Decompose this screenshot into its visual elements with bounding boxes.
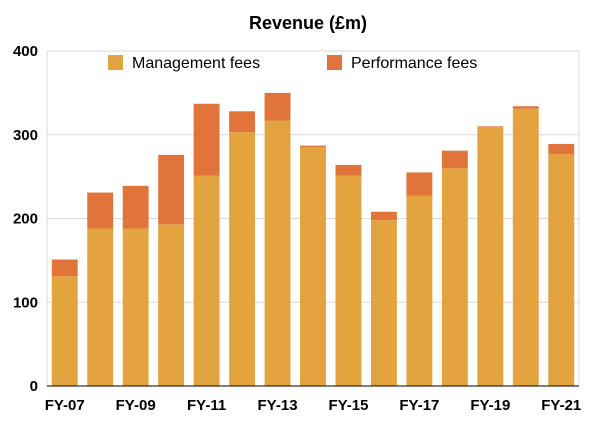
bar-performance-fees-fy-13: [264, 92, 291, 121]
bar-management-fees-fy-21: [548, 154, 575, 386]
bar-management-fees-fy-20: [512, 108, 539, 386]
legend: Management fees Performance fees: [108, 55, 477, 72]
y-tick-label: 400: [13, 43, 38, 60]
x-tick-label: FY-11: [187, 397, 226, 414]
y-axis: 0 100 200 300 400: [13, 43, 38, 395]
bar-performance-fees-fy-07: [51, 259, 78, 277]
bar-performance-fees-fy-16: [370, 211, 397, 221]
bar-management-fees-fy-10: [158, 224, 185, 386]
x-tick-label: FY-09: [116, 397, 156, 414]
bar-management-fees-fy-09: [122, 228, 149, 386]
bar-performance-fees-fy-17: [406, 172, 433, 196]
bar-performance-fees-fy-11: [193, 103, 220, 176]
bar-performance-fees-fy-09: [122, 185, 149, 229]
x-tick-label: FY-21: [541, 397, 581, 414]
bar-management-fees-fy-18: [441, 168, 468, 386]
bar-management-fees-fy-16: [370, 220, 397, 386]
legend-label: Performance fees: [351, 55, 477, 72]
bar-management-fees-fy-11: [193, 175, 220, 386]
bar-management-fees-fy-15: [335, 175, 362, 386]
x-tick-label: FY-13: [258, 397, 298, 414]
legend-swatch: [108, 55, 123, 70]
bar-performance-fees-fy-15: [335, 164, 362, 176]
chart-title: Revenue (£m): [249, 13, 367, 33]
bar-performance-fees-fy-12: [229, 111, 256, 133]
bar-management-fees-fy-08: [87, 228, 114, 386]
legend-swatch: [327, 55, 342, 70]
bar-performance-fees-fy-18: [441, 150, 468, 169]
bar-management-fees-fy-07: [51, 276, 78, 386]
x-tick-label: FY-17: [399, 397, 439, 414]
bar-management-fees-fy-13: [264, 120, 291, 386]
bar-management-fees-fy-17: [406, 195, 433, 386]
bar-management-fees-fy-19: [477, 127, 504, 387]
bars: [51, 92, 575, 387]
y-tick-label: 200: [13, 211, 38, 228]
bar-performance-fees-fy-14: [300, 145, 326, 148]
bar-performance-fees-fy-19: [477, 126, 504, 128]
bar-management-fees-fy-12: [229, 132, 256, 386]
x-tick-label: FY-07: [45, 397, 85, 414]
y-tick-label: 300: [13, 127, 38, 144]
x-axis: FY-07 FY-09 FY-11 FY-13 FY-15 FY-17 FY-19 FY-21: [45, 397, 582, 414]
x-tick-label: FY-19: [470, 397, 510, 414]
y-tick-label: 100: [13, 294, 38, 311]
bar-performance-fees-fy-08: [87, 192, 114, 229]
x-tick-label: FY-15: [328, 397, 368, 414]
bar-performance-fees-fy-20: [512, 106, 539, 109]
legend-label: Management fees: [132, 55, 260, 72]
bar-performance-fees-fy-21: [548, 143, 575, 155]
y-tick-label: 0: [30, 378, 38, 395]
bar-management-fees-fy-14: [300, 147, 326, 386]
bar-performance-fees-fy-10: [158, 154, 185, 225]
